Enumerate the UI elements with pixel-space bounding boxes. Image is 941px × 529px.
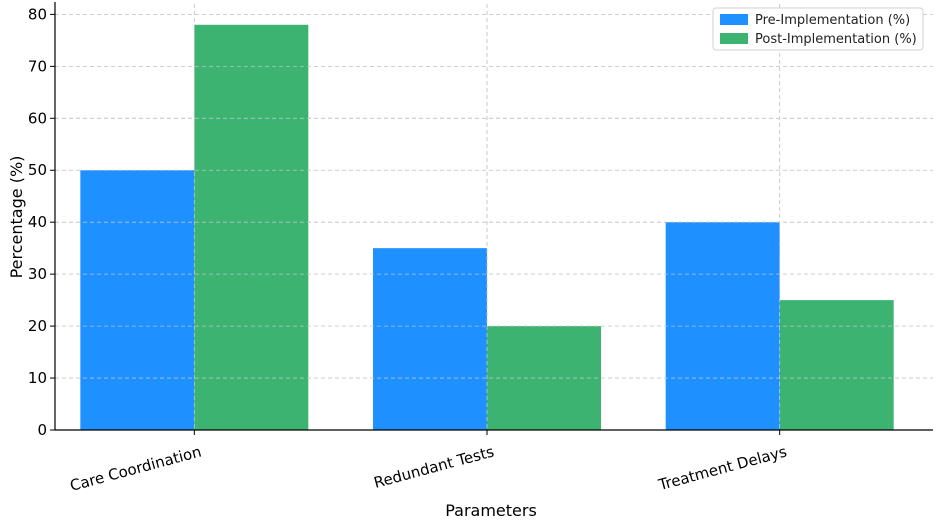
y-tick-label: 60 <box>28 109 47 127</box>
bars <box>55 4 933 430</box>
bar-post-1 <box>194 24 309 430</box>
legend-label: Pre-Implementation (%) <box>755 13 910 28</box>
legend-box <box>712 7 924 51</box>
legend: Pre-Implementation (%) Post-Implementatio… <box>712 7 924 51</box>
y-tick-label: 40 <box>28 213 47 231</box>
x-tick-label: Redundant Tests <box>372 442 496 491</box>
x-tick-label: Care Coordination <box>68 442 203 494</box>
y-ticks: 0 10 20 30 40 50 60 70 80 <box>28 5 55 439</box>
legend-swatch <box>720 33 748 44</box>
legend-label: Post-Implementation (%) <box>755 32 917 47</box>
y-tick-label: 50 <box>28 161 47 179</box>
y-tick-label: 80 <box>28 5 47 23</box>
bar-post-3 <box>779 300 894 430</box>
bar-pre-2 <box>373 248 487 430</box>
y-tick-label: 0 <box>37 421 47 439</box>
y-tick-label: 10 <box>28 369 47 387</box>
y-tick-label: 30 <box>28 265 47 283</box>
y-tick-label: 20 <box>28 317 47 335</box>
y-tick-label: 70 <box>28 57 47 75</box>
x-tick-label: Treatment Delays <box>656 442 789 494</box>
x-ticks: Care Coordination Redundant Tests Treatmen… <box>68 430 789 495</box>
x-axis-title: Parameters <box>445 501 537 520</box>
axes <box>54 2 933 431</box>
legend-swatch <box>720 14 748 25</box>
bar-pre-1 <box>80 170 195 430</box>
y-axis-title: Percentage (%) <box>7 156 26 279</box>
